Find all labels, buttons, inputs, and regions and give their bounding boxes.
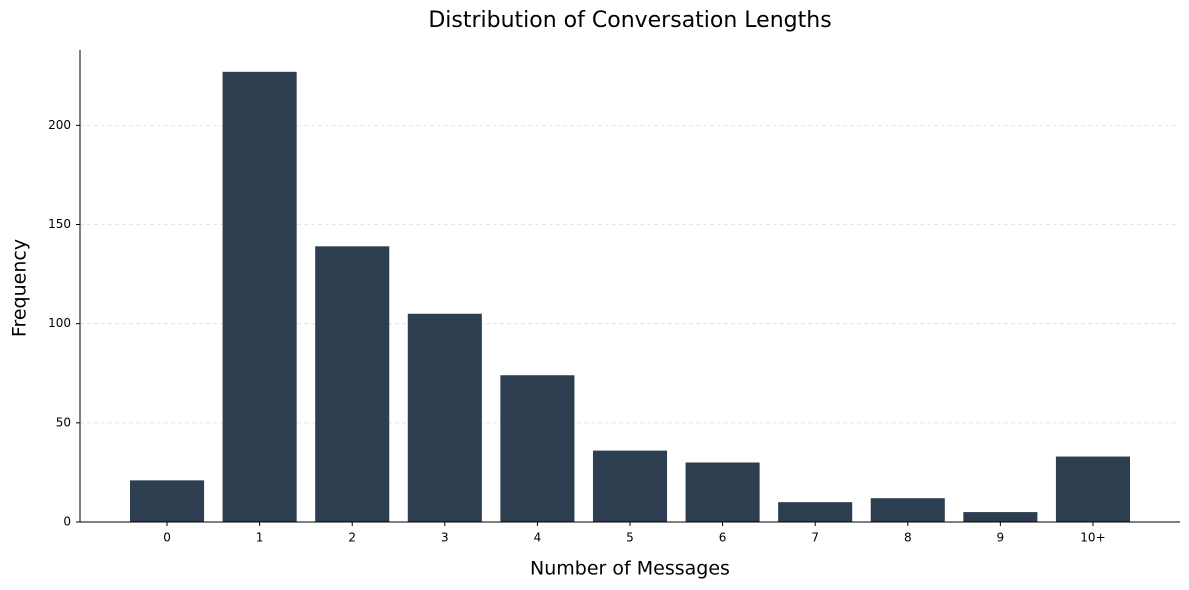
bar	[315, 246, 390, 523]
bar	[870, 498, 945, 522]
y-tick-label: 100	[48, 316, 71, 330]
x-tick-label: 5	[626, 531, 634, 545]
bar	[778, 502, 853, 522]
bar	[963, 512, 1038, 522]
y-axis-label: Frequency	[9, 239, 31, 337]
bar	[222, 71, 297, 522]
bar	[130, 480, 205, 522]
chart-title: Distribution of Conversation Lengths	[428, 8, 831, 33]
x-tick-label: 10+	[1080, 531, 1105, 545]
y-tick-label: 200	[48, 118, 71, 132]
x-tick-label: 0	[163, 531, 171, 545]
y-tick-label: 50	[56, 415, 71, 429]
y-tick-label: 150	[48, 217, 71, 231]
x-tick-label: 2	[348, 531, 356, 545]
x-axis-label: Number of Messages	[530, 558, 730, 580]
bar	[685, 462, 760, 522]
bar	[500, 375, 575, 522]
x-tick-label: 6	[719, 531, 727, 545]
x-tick-label: 4	[534, 531, 542, 545]
x-tick-label: 3	[441, 531, 449, 545]
x-tick-label: 9	[997, 531, 1005, 545]
bar	[1055, 456, 1130, 522]
y-tick-label: 0	[63, 515, 71, 529]
bar	[407, 313, 482, 522]
x-tick-label: 8	[904, 531, 912, 545]
x-tick-label: 7	[811, 531, 819, 545]
x-tick-label: 1	[256, 531, 264, 545]
bar	[592, 450, 668, 522]
